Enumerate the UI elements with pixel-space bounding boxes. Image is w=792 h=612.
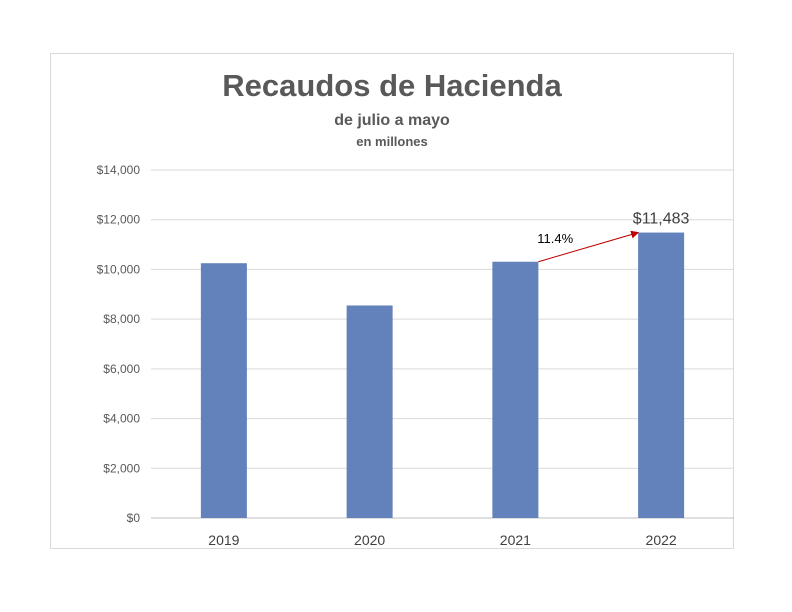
bar-2019 (200, 263, 247, 518)
y-tick-label: $6,000 (103, 362, 140, 376)
x-tick-label: 2020 (354, 532, 385, 548)
chart-title: Recaudos de Hacienda (222, 68, 562, 103)
bars (200, 232, 685, 518)
annotations: $11,483 11.4% (537, 211, 690, 263)
x-tick-label: 2019 (208, 532, 239, 548)
bar-2022 (638, 232, 685, 518)
chart-subtitle: de julio a mayo (334, 112, 450, 129)
chart-unit-note: en millones (356, 134, 428, 149)
y-tick-label: $0 (127, 511, 141, 525)
x-tick-label: 2022 (646, 532, 677, 548)
bar-2021 (492, 261, 539, 518)
bar-2020 (346, 305, 393, 518)
y-axis: $0 $2,000 $4,000 $6,000 $8,000 $10,000 $12,000… (97, 163, 141, 525)
y-tick-label: $10,000 (97, 262, 141, 276)
y-tick-label: $8,000 (103, 312, 140, 326)
y-tick-label: $2,000 (103, 461, 140, 475)
growth-arrow (538, 230, 640, 263)
gridlines (151, 169, 734, 519)
y-tick-label: $14,000 (97, 163, 141, 177)
y-tick-label: $4,000 (103, 412, 140, 426)
y-tick-label: $12,000 (97, 213, 141, 227)
data-label: $11,483 (633, 211, 690, 228)
x-tick-label: 2021 (500, 532, 531, 548)
growth-label: 11.4% (537, 231, 573, 246)
x-axis: 2019 2020 2021 2022 (208, 532, 677, 548)
